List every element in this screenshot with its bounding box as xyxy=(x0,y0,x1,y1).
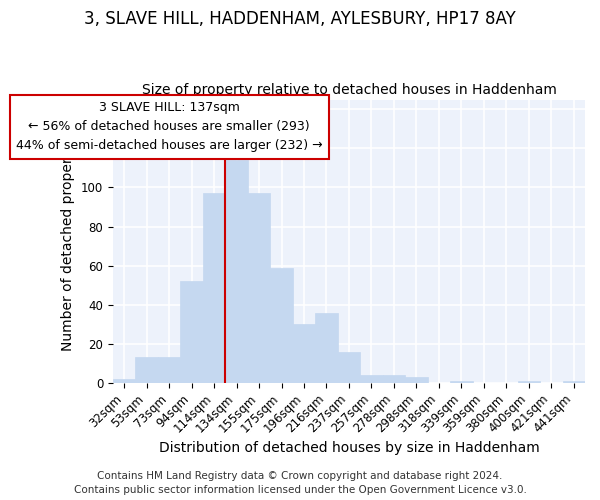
Text: Contains HM Land Registry data © Crown copyright and database right 2024.
Contai: Contains HM Land Registry data © Crown c… xyxy=(74,471,526,495)
Text: 3, SLAVE HILL, HADDENHAM, AYLESBURY, HP17 8AY: 3, SLAVE HILL, HADDENHAM, AYLESBURY, HP1… xyxy=(84,10,516,28)
Bar xyxy=(563,381,585,383)
Bar xyxy=(271,268,293,383)
Bar xyxy=(315,312,338,383)
Bar xyxy=(383,375,405,383)
Bar xyxy=(405,377,428,383)
Bar xyxy=(293,324,315,383)
Bar xyxy=(203,194,226,383)
Bar xyxy=(450,381,473,383)
Text: 3 SLAVE HILL: 137sqm
← 56% of detached houses are smaller (293)
44% of semi-deta: 3 SLAVE HILL: 137sqm ← 56% of detached h… xyxy=(16,102,322,152)
X-axis label: Distribution of detached houses by size in Haddenham: Distribution of detached houses by size … xyxy=(158,441,539,455)
Bar xyxy=(136,358,158,383)
Title: Size of property relative to detached houses in Haddenham: Size of property relative to detached ho… xyxy=(142,83,556,97)
Bar xyxy=(518,381,540,383)
Y-axis label: Number of detached properties: Number of detached properties xyxy=(61,132,76,350)
Bar xyxy=(181,282,203,383)
Bar xyxy=(158,358,181,383)
Bar xyxy=(113,379,136,383)
Bar xyxy=(338,352,360,383)
Bar xyxy=(360,375,383,383)
Bar xyxy=(248,194,271,383)
Bar xyxy=(226,160,248,383)
